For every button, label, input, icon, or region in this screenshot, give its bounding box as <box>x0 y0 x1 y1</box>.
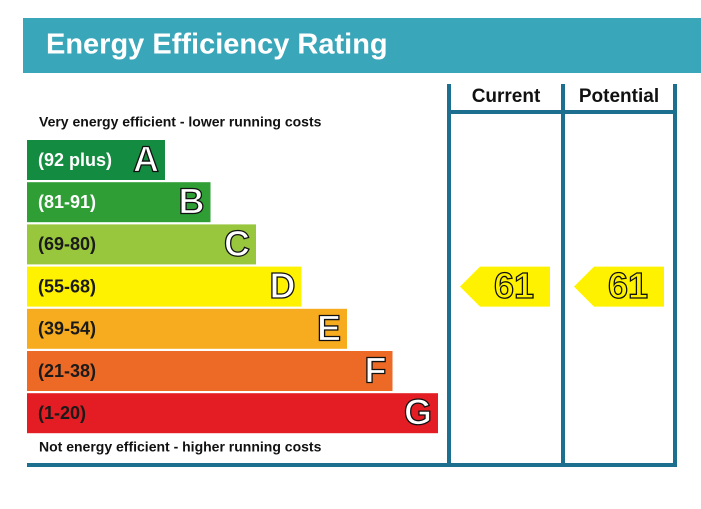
band <box>27 266 302 307</box>
band <box>27 140 165 180</box>
band-letter: G <box>404 392 432 433</box>
band <box>27 351 393 391</box>
band-letter: A <box>133 139 159 180</box>
band-letter: E <box>317 307 341 348</box>
band <box>27 308 347 349</box>
band-letter: D <box>270 265 296 306</box>
frame <box>27 84 677 467</box>
rating-value: 61 <box>494 265 534 306</box>
column-header: Potential <box>579 86 659 107</box>
band-range: (55-68) <box>38 276 96 296</box>
band-range: (39-54) <box>38 319 96 339</box>
band-letter: F <box>365 350 387 391</box>
band-range: (92 plus) <box>38 150 112 170</box>
rating-arrow <box>460 266 550 307</box>
band <box>27 224 256 265</box>
title-bar <box>23 18 701 73</box>
band-range: (1-20) <box>38 403 86 423</box>
band-letter: C <box>224 223 250 264</box>
column-header: Current <box>472 86 541 107</box>
top-note: Very energy efficient - lower running co… <box>39 114 322 130</box>
band-range: (81-91) <box>38 192 96 212</box>
band-range: (69-80) <box>38 234 96 254</box>
rating-arrow <box>574 266 664 307</box>
band-range: (21-38) <box>38 361 96 381</box>
band <box>27 182 211 223</box>
bottom-note: Not energy efficient - higher running co… <box>39 439 322 455</box>
band <box>27 393 438 434</box>
band-letter: B <box>179 181 205 222</box>
title: Energy Efficiency Rating <box>46 29 388 61</box>
rating-value: 61 <box>608 265 648 306</box>
